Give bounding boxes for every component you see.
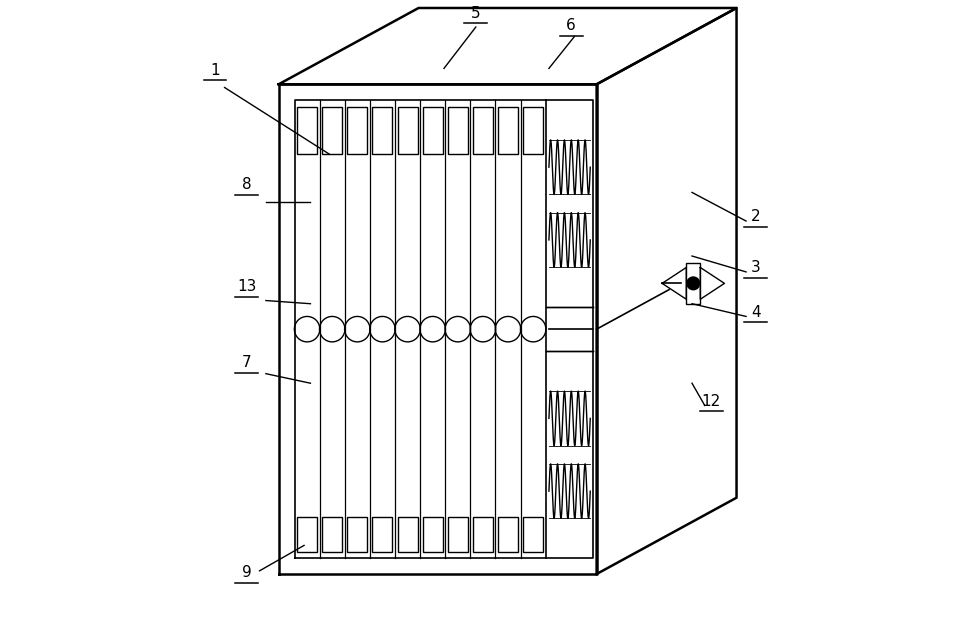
Bar — [523, 107, 543, 154]
Text: 9: 9 — [242, 566, 252, 580]
Bar — [322, 517, 342, 551]
Polygon shape — [701, 268, 725, 299]
Bar — [447, 107, 468, 154]
Bar — [423, 107, 443, 154]
Bar — [423, 517, 443, 551]
Bar — [447, 517, 468, 551]
Text: 1: 1 — [210, 63, 220, 78]
Bar — [372, 517, 393, 551]
Text: 7: 7 — [242, 355, 252, 371]
Bar — [347, 517, 367, 551]
Bar — [473, 517, 493, 551]
Bar — [297, 517, 318, 551]
Text: 5: 5 — [471, 6, 481, 20]
Bar — [398, 107, 417, 154]
Text: 13: 13 — [237, 279, 257, 294]
Bar — [372, 107, 393, 154]
Bar — [398, 517, 417, 551]
Bar — [347, 107, 367, 154]
Circle shape — [687, 277, 700, 289]
Bar — [297, 107, 318, 154]
Text: 2: 2 — [750, 209, 760, 224]
Bar — [523, 517, 543, 551]
Text: 8: 8 — [242, 178, 252, 192]
Text: 12: 12 — [701, 394, 721, 409]
Bar — [498, 107, 518, 154]
Text: 3: 3 — [750, 260, 760, 275]
Text: 6: 6 — [567, 19, 576, 33]
Bar — [498, 517, 518, 551]
Polygon shape — [662, 268, 686, 299]
Bar — [473, 107, 493, 154]
Text: 4: 4 — [750, 305, 760, 320]
Bar — [322, 107, 342, 154]
Bar — [686, 263, 701, 304]
